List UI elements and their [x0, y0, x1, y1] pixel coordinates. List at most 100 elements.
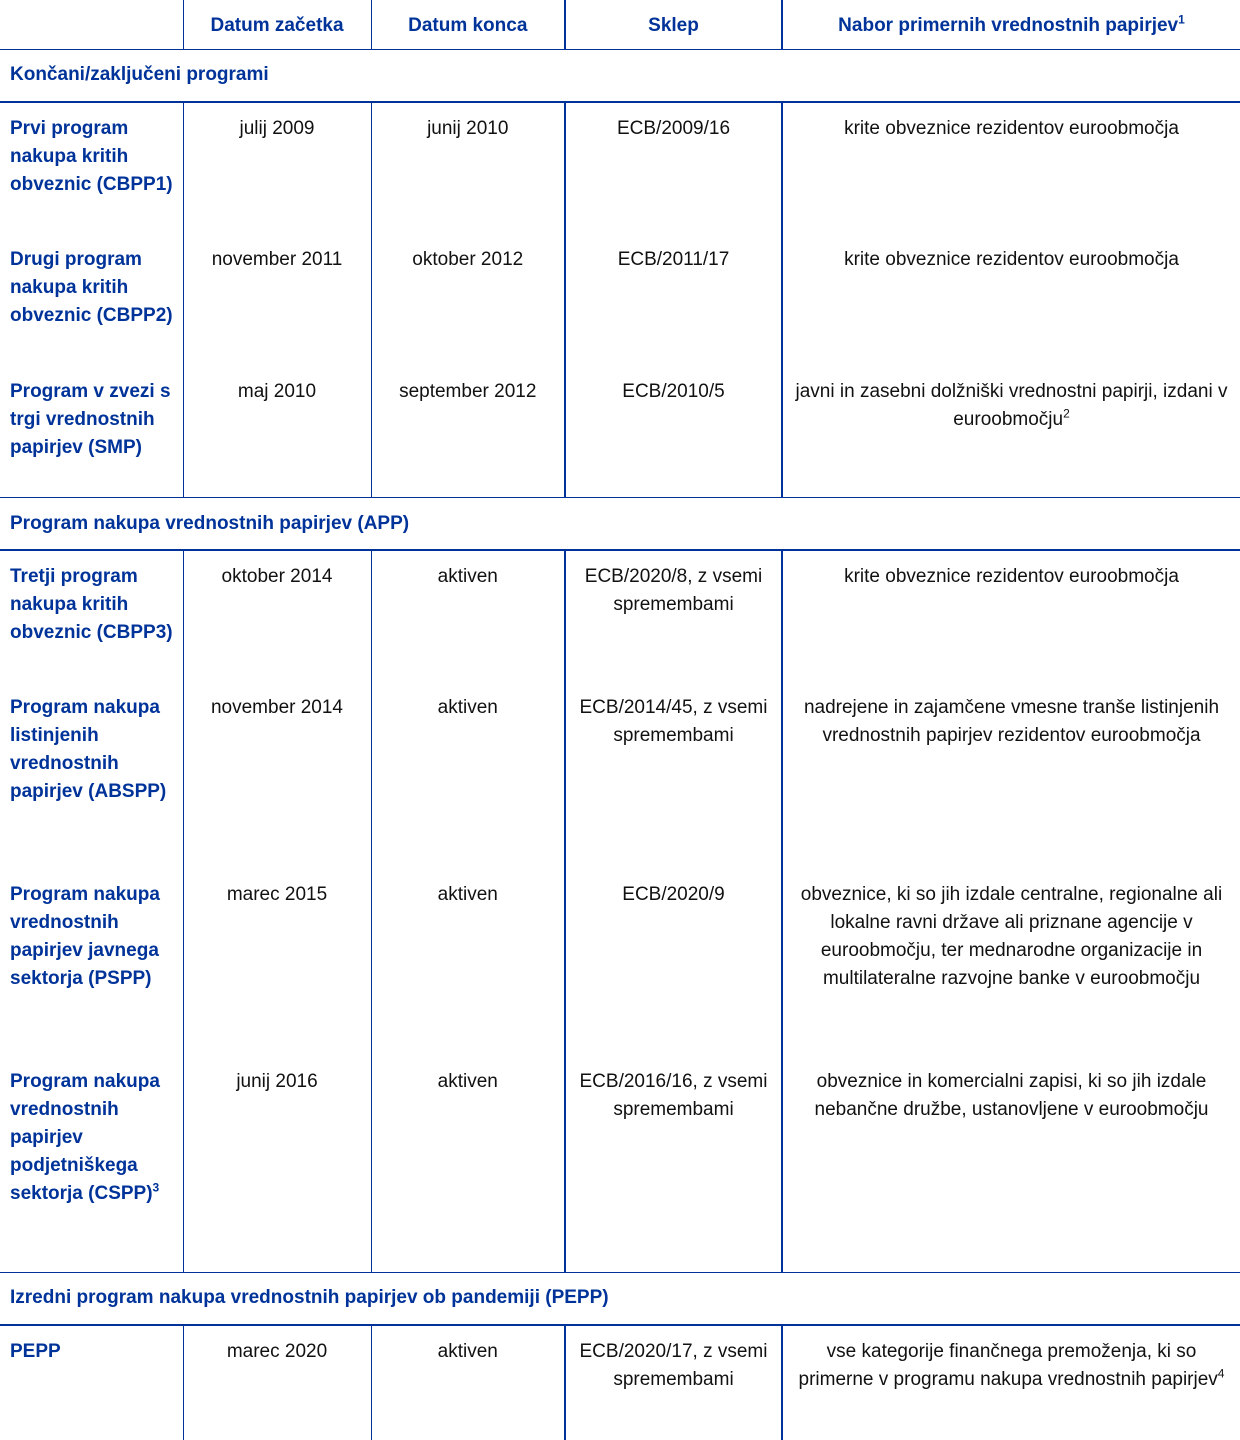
header-decision: Sklep: [565, 0, 783, 50]
eligible-securities-cell-text: krite obveznice rezidentov euroobmočja: [844, 566, 1179, 587]
decision-cell: ECB/2020/17, z vsemi spremembami: [565, 1324, 783, 1440]
decision-cell: ECB/2011/17: [565, 233, 783, 366]
eligible-securities-cell: javni in zasebni dolžniški vrednostni pa…: [782, 366, 1240, 498]
decision-cell-text: ECB/2020/9: [622, 884, 725, 905]
header-start-date: Datum začetka: [183, 0, 372, 50]
start-date-cell-text: november 2014: [210, 697, 344, 718]
end-date-cell: september 2012: [371, 365, 566, 498]
start-date-cell: november 2011: [183, 233, 372, 366]
start-date-cell-text: marec 2015: [226, 884, 328, 905]
footnote-marker: 2: [1063, 406, 1070, 421]
decision-cell: ECB/2014/45, z vsemi spremembami: [565, 682, 783, 869]
header-eligible-securities: Nabor primernih vrednostnih papirjev1: [782, 0, 1240, 50]
eligible-securities-cell-text: javni in zasebni dolžniški vrednostni pa…: [795, 380, 1228, 430]
program-name-cell-text: PEPP: [10, 1340, 61, 1362]
end-date-cell-text: aktiven: [437, 884, 498, 905]
decision-cell-text: ECB/2016/16, z vsemi spremembami: [579, 1071, 768, 1120]
program-name-cell: Program nakupa vrednostnih papirjev javn…: [0, 869, 184, 1056]
eligible-securities-cell-text: krite obveznice rezidentov euroobmočja: [844, 117, 1179, 139]
table-row: Drugi program nakupa kritih obveznic (CB…: [0, 233, 1240, 366]
program-name-cell-text: Program v zvezi s trgi vrednostnih papir…: [10, 380, 171, 458]
table-row: Program nakupa vrednostnih papirjev podj…: [0, 1056, 1240, 1272]
start-date-cell: maj 2010: [183, 365, 372, 498]
program-name-cell-text: Drugi program nakupa kritih obveznic (CB…: [10, 248, 173, 326]
end-date-cell-text: aktiven: [437, 1340, 498, 1362]
table-row: Program nakupa vrednostnih papirjev javn…: [0, 869, 1240, 1056]
eligible-securities-cell-text: vse kategorije finančnega premoženja, ki…: [798, 1340, 1218, 1390]
footnote-marker: 1: [1178, 12, 1185, 27]
eligible-securities-cell: krite obveznice rezidentov euroobmočja: [782, 550, 1240, 682]
section-header-row: Končani/zaključeni programi: [0, 49, 1240, 103]
table-row: Tretji program nakupa kritih obveznic (C…: [0, 550, 1240, 682]
eligible-securities-cell: nadrejene in zajamčene vmesne tranše lis…: [782, 682, 1240, 869]
program-name-cell: Drugi program nakupa kritih obveznic (CB…: [0, 233, 184, 366]
program-name-cell-text: Program nakupa vrednostnih papirjev javn…: [10, 884, 160, 989]
section-title: Končani/zaključeni programi: [0, 49, 1240, 103]
decision-cell-text: ECB/2014/45, z vsemi spremembami: [579, 697, 768, 746]
start-date-cell: oktober 2014: [183, 550, 372, 682]
eligible-securities-cell-text: obveznice, ki so jih izdale centralne, r…: [800, 884, 1223, 989]
start-date-cell: marec 2015: [183, 869, 372, 1056]
decision-cell-text: ECB/2011/17: [617, 248, 730, 270]
table-row: Prvi program nakupa kritih obveznic (CBP…: [0, 101, 1240, 234]
table-row: Program v zvezi s trgi vrednostnih papir…: [0, 365, 1240, 498]
table-row: Program nakupa listinjenih vrednostnih p…: [0, 682, 1240, 869]
header-program: [0, 0, 184, 50]
start-date-cell-text: julij 2009: [239, 117, 315, 139]
eligible-securities-cell: obveznice in komercialni zapisi, ki so j…: [782, 1056, 1240, 1272]
decision-cell: ECB/2010/5: [565, 365, 783, 498]
eligible-securities-cell: krite obveznice rezidentov euroobmočja: [782, 102, 1240, 234]
program-name-cell: Program nakupa listinjenih vrednostnih p…: [0, 682, 184, 869]
program-name-cell: Tretji program nakupa kritih obveznic (C…: [0, 550, 184, 682]
eligible-securities-cell: krite obveznice rezidentov euroobmočja: [782, 234, 1240, 366]
decision-cell-text: ECB/2009/16: [616, 117, 731, 139]
section-title: Izredni program nakupa vrednostnih papir…: [0, 1271, 1240, 1326]
start-date-cell-text: marec 2020: [226, 1340, 328, 1362]
eligible-securities-cell: vse kategorije finančnega premoženja, ki…: [782, 1325, 1240, 1440]
start-date-cell-text: junij 2016: [236, 1071, 318, 1092]
eligible-securities-cell-text: obveznice in komercialni zapisi, ki so j…: [814, 1071, 1209, 1120]
end-date-cell: junij 2010: [371, 101, 566, 234]
end-date-cell-text: aktiven: [437, 697, 498, 718]
start-date-cell-text: oktober 2014: [221, 566, 333, 587]
start-date-cell-text: maj 2010: [237, 380, 317, 402]
eligible-securities-cell: obveznice, ki so jih izdale centralne, r…: [782, 869, 1240, 1056]
footnote-marker: 3: [152, 1180, 160, 1195]
end-date-cell-text: aktiven: [437, 1071, 498, 1092]
start-date-cell: julij 2009: [183, 101, 372, 234]
decision-cell-text: ECB/2020/8, z vsemi spremembami: [584, 566, 763, 615]
start-date-cell: marec 2020: [183, 1324, 372, 1440]
program-name-cell-text: Prvi program nakupa kritih obveznic (CBP…: [10, 117, 173, 195]
footnote-marker: 4: [1217, 1366, 1225, 1381]
end-date-cell: aktiven: [371, 1056, 566, 1272]
decision-cell: ECB/2009/16: [565, 101, 783, 234]
header-row: Datum začetka Datum konca Sklep Nabor pr…: [0, 0, 1240, 50]
section-header-row: Program nakupa vrednostnih papirjev (APP…: [0, 497, 1240, 551]
end-date-cell-text: junij 2010: [427, 117, 509, 139]
program-name-cell: Program nakupa vrednostnih papirjev podj…: [0, 1056, 184, 1272]
section-header-row: Izredni program nakupa vrednostnih papir…: [0, 1271, 1240, 1326]
program-name-cell-text: Tretji program nakupa kritih obveznic (C…: [10, 566, 173, 643]
program-name-cell: Program v zvezi s trgi vrednostnih papir…: [0, 365, 184, 498]
end-date-cell: oktober 2012: [371, 233, 566, 366]
program-name-cell-text: Program nakupa listinjenih vrednostnih p…: [10, 697, 167, 802]
end-date-cell-text: september 2012: [399, 380, 537, 402]
end-date-cell-text: aktiven: [437, 566, 498, 587]
end-date-cell: aktiven: [371, 1324, 566, 1440]
program-name-cell-text: Program nakupa vrednostnih papirjev podj…: [10, 1071, 160, 1204]
decision-cell-text: ECB/2020/17, z vsemi spremembami: [579, 1340, 768, 1390]
eligible-securities-cell-text: krite obveznice rezidentov euroobmočja: [844, 248, 1179, 270]
start-date-cell-text: november 2011: [211, 248, 343, 270]
end-date-cell: aktiven: [371, 682, 566, 869]
table-row: PEPP marec 2020 aktiven ECB/2020/17, z vsem…: [0, 1324, 1240, 1440]
header-eligible-label: Nabor primernih vrednostnih papirjev: [838, 15, 1179, 36]
end-date-cell: aktiven: [371, 869, 566, 1056]
decision-cell: ECB/2020/9: [565, 869, 783, 1056]
decision-cell: ECB/2020/8, z vsemi spremembami: [565, 550, 783, 682]
start-date-cell: junij 2016: [183, 1056, 372, 1272]
header-end-date: Datum konca: [371, 0, 566, 50]
eligible-securities-cell-text: nadrejene in zajamčene vmesne tranše lis…: [803, 697, 1220, 746]
start-date-cell: november 2014: [183, 682, 372, 869]
program-name-cell: PEPP: [0, 1324, 184, 1440]
